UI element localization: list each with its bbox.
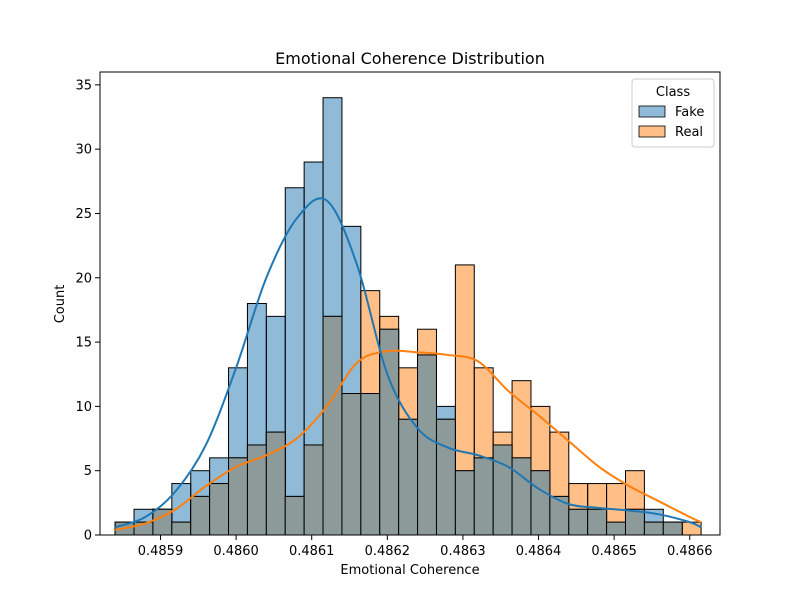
bar-overlap (398, 418, 419, 536)
y-tick-label: 25 (75, 207, 92, 222)
y-axis-ticks: 0 5 10 15 20 25 30 35 (75, 78, 100, 544)
bar-overlap (643, 521, 664, 536)
bar-overlap (435, 418, 456, 536)
x-axis-label: Emotional Coherence (340, 563, 479, 578)
kde-lines-group (114, 197, 702, 531)
x-tick-label: 0.4861 (289, 544, 335, 559)
bar-overlap (492, 444, 513, 536)
plot-frame (99, 71, 721, 536)
y-tick-label: 35 (75, 78, 92, 93)
bar-overlap (284, 495, 305, 536)
bar-overlap (360, 393, 381, 536)
bar-overlap (662, 521, 683, 536)
legend-label-real: Real (675, 125, 703, 140)
bar-overlap (606, 521, 626, 536)
x-tick-label: 0.4863 (440, 544, 486, 559)
legend: Class Fake Real (631, 78, 715, 148)
legend-swatch-fake (638, 105, 666, 118)
x-tick-label: 0.4859 (138, 544, 184, 559)
bar-real (681, 521, 702, 536)
legend-title: Class (656, 85, 690, 100)
legend-swatch-real (638, 125, 666, 138)
bar-fake (284, 187, 305, 536)
bar-overlap (322, 315, 343, 536)
y-tick-label: 10 (75, 400, 92, 415)
x-tick-label: 0.4862 (365, 544, 411, 559)
bar-overlap (454, 470, 475, 536)
legend-label-fake: Fake (675, 105, 704, 120)
bar-overlap (511, 457, 532, 536)
y-tick-label: 5 (84, 464, 92, 479)
bar-overlap (209, 483, 230, 536)
bar-overlap (341, 393, 362, 536)
y-tick-label: 15 (75, 336, 92, 351)
x-tick-label: 0.4860 (213, 544, 259, 559)
bar-overlap (417, 354, 437, 536)
x-axis-ticks: 0.4859 0.4860 0.4861 0.4862 0.4863 0.4864 0.48… (138, 535, 713, 559)
kde-line-fake (114, 197, 702, 529)
y-axis-label: Count (53, 285, 68, 324)
bar-overlap (568, 508, 589, 536)
y-tick-label: 20 (75, 271, 92, 286)
kde-line-real (114, 349, 702, 531)
x-tick-label: 0.4864 (516, 544, 562, 559)
y-tick-label: 30 (75, 143, 92, 158)
bar-overlap (624, 508, 645, 536)
x-tick-label: 0.4865 (591, 544, 637, 559)
bar-overlap (171, 521, 192, 536)
bar-overlap (587, 508, 608, 536)
bar-overlap (303, 444, 324, 536)
bar-overlap (190, 495, 211, 536)
chart-title: Emotional Coherence Distribution (275, 49, 545, 68)
y-tick-label: 0 (84, 529, 92, 544)
overlap-bars-group (114, 315, 683, 536)
x-tick-label: 0.4866 (667, 544, 713, 559)
bar-overlap (530, 470, 551, 536)
bar-overlap (473, 457, 494, 536)
